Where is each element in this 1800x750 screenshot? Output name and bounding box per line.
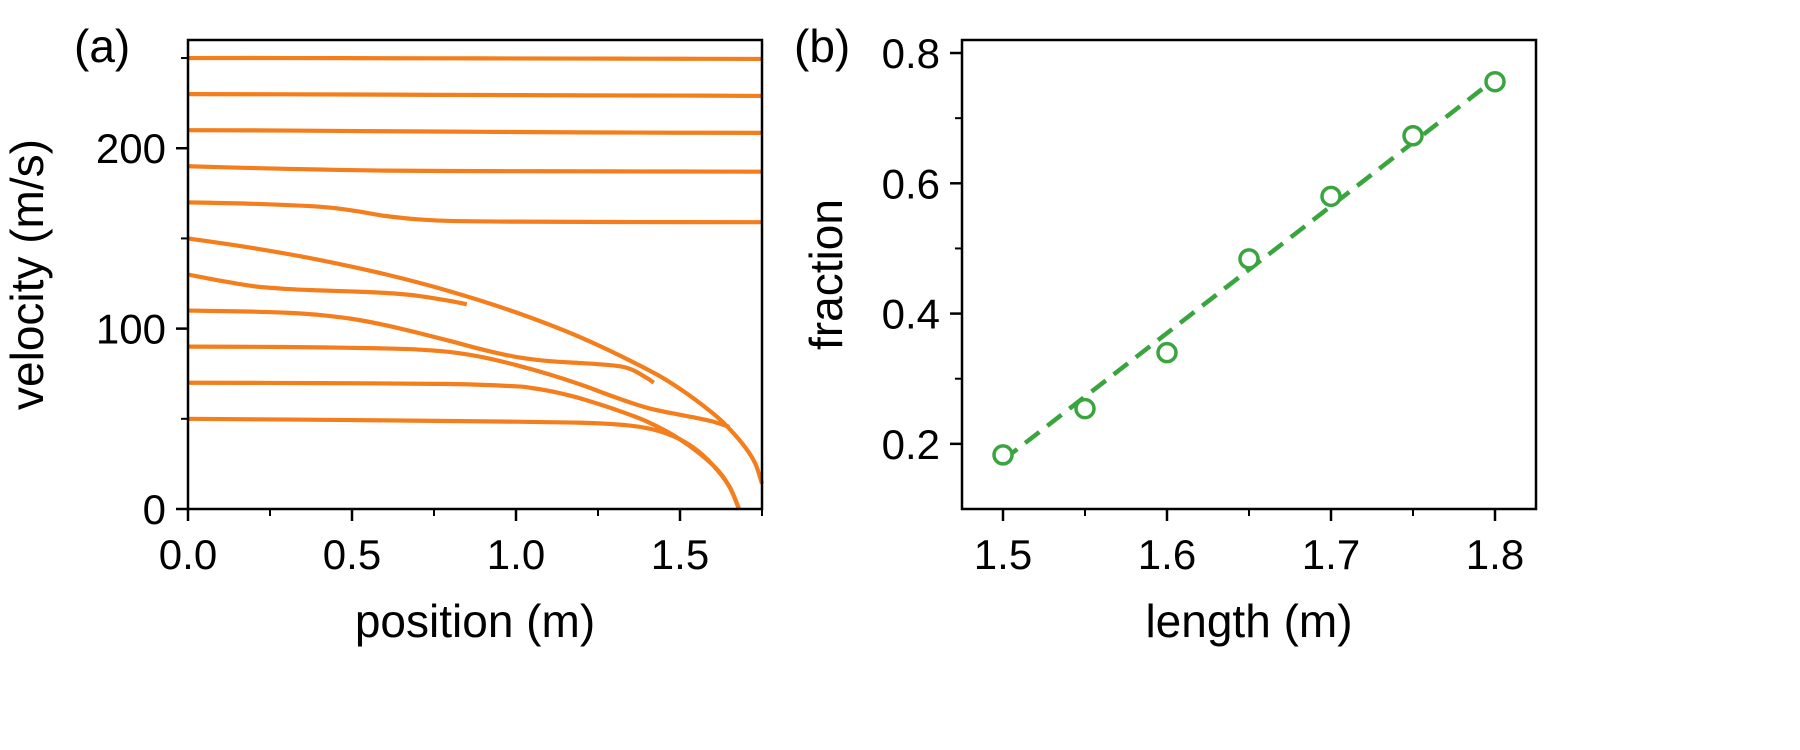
panel-b-fraction-vs-length: (b) 1.5 1.6 1.7 1.80.20.40.60.8 length (m) … [794, 20, 1538, 647]
b-x-tick-label: 1.6 [1138, 531, 1196, 578]
panel-b-ticks: 1.5 1.6 1.7 1.8 0.2 0.4 0.6 0.8 [882, 30, 1525, 578]
data-point [1402, 125, 1424, 147]
velocity-curve-v0=70 [187, 380, 741, 510]
b-x-tick-label: 1.8 [1466, 531, 1524, 578]
velocity-curve-v0=210 [187, 128, 763, 135]
panel-b-plot-frame [960, 38, 1538, 511]
panel-a-x-axis-label: position (m) [355, 595, 595, 647]
panel-a-plot-frame [186, 38, 764, 511]
b-y-tick-label: 0.8 [882, 30, 940, 77]
b-y-tick-label: 0.2 [882, 421, 940, 468]
data-point [1156, 341, 1178, 364]
a-y-tick-label: 200 [96, 125, 166, 172]
panel-b-series-group [992, 70, 1506, 466]
velocity-curve-v0=250 [187, 55, 763, 62]
a-x-tick-label: 1.0 [487, 531, 545, 578]
velocity-curve-v0=150 [187, 236, 765, 485]
velocity-curve-v0=170 [187, 200, 763, 225]
a-x-tick-label: 0.0 [159, 531, 217, 578]
panel-a-y-axis-label: velocity (m/s) [1, 139, 53, 410]
velocity-curve-v0=130 [187, 272, 468, 307]
a-y-tick-label: 100 [96, 306, 166, 353]
panel-a-velocity-vs-position: (a) 0.0 0.5 1.0 1.5 0 100 200 position (m) vel… [1, 20, 765, 647]
panel-b-y-axis-label: fraction [800, 199, 852, 350]
data-point [1238, 248, 1260, 270]
panel-a-label: (a) [74, 20, 130, 72]
b-y-tick-label: 0.4 [882, 291, 940, 338]
panel-a-ticks: 0.0 0.5 1.0 1.5 0 100 200 [96, 57, 763, 578]
velocity-curve-v0=110 [187, 308, 655, 385]
panel-b-label: (b) [794, 20, 850, 72]
data-point [992, 444, 1014, 466]
a-y-tick-label: 0 [143, 486, 166, 533]
velocity-curve-v0=50 [187, 416, 741, 510]
velocity-curve-v0=90 [187, 344, 730, 429]
panel-b-x-axis-label: length (m) [1145, 595, 1352, 647]
a-x-tick-label: 1.5 [651, 531, 709, 578]
data-point [1320, 185, 1342, 208]
b-x-tick-label: 1.7 [1302, 531, 1360, 578]
b-y-tick-label: 0.6 [882, 160, 940, 207]
data-point [1074, 397, 1096, 420]
b-x-tick-label: 1.5 [974, 531, 1032, 578]
panel-a-series-group [187, 55, 765, 510]
velocity-curve-v0=230 [187, 92, 763, 99]
data-point [1484, 70, 1506, 93]
velocity-curve-v0=190 [187, 164, 763, 174]
a-x-tick-label: 0.5 [323, 531, 381, 578]
